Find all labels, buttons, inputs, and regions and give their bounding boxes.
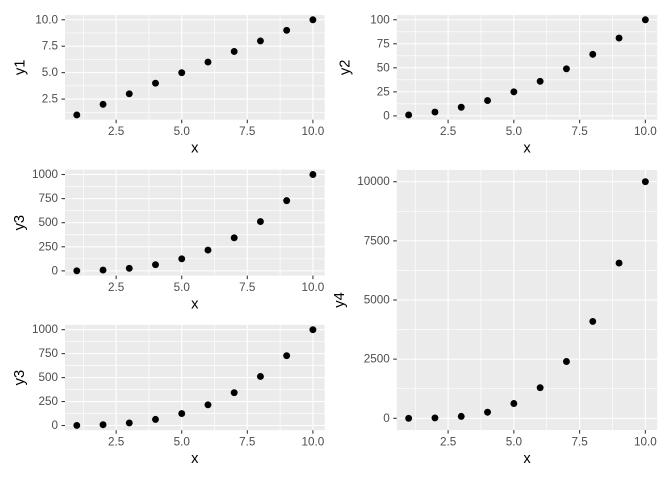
svg-text:2.5: 2.5 [440, 436, 457, 449]
svg-text:y1: y1 [12, 60, 28, 76]
svg-text:10.0: 10.0 [302, 436, 325, 449]
svg-text:0: 0 [51, 264, 58, 277]
svg-text:y2: y2 [338, 60, 354, 76]
svg-text:1000: 1000 [32, 323, 59, 336]
svg-text:7.5: 7.5 [571, 436, 588, 449]
svg-text:10.0: 10.0 [634, 436, 657, 449]
svg-text:750: 750 [38, 192, 58, 205]
svg-text:7.5: 7.5 [42, 40, 59, 53]
svg-text:25: 25 [377, 85, 391, 98]
svg-text:0: 0 [383, 412, 390, 425]
svg-text:10.0: 10.0 [302, 281, 325, 294]
svg-text:0: 0 [383, 109, 390, 122]
svg-text:7.5: 7.5 [239, 281, 256, 294]
svg-text:10.0: 10.0 [35, 13, 58, 26]
svg-text:2.5: 2.5 [108, 436, 125, 449]
svg-text:5.0: 5.0 [42, 66, 59, 79]
svg-text:5000: 5000 [364, 294, 391, 307]
svg-text:500: 500 [38, 371, 58, 384]
svg-text:x: x [523, 141, 531, 157]
svg-text:x: x [191, 297, 199, 313]
svg-text:7.5: 7.5 [239, 125, 256, 138]
svg-text:2.5: 2.5 [440, 125, 457, 138]
svg-text:5.0: 5.0 [174, 281, 191, 294]
svg-text:10.0: 10.0 [302, 125, 325, 138]
svg-text:75: 75 [377, 37, 391, 50]
svg-text:750: 750 [38, 347, 58, 360]
svg-text:10.0: 10.0 [634, 125, 657, 138]
svg-text:x: x [191, 141, 199, 157]
svg-text:2.5: 2.5 [108, 281, 125, 294]
svg-text:y3: y3 [12, 215, 28, 231]
svg-text:500: 500 [38, 216, 58, 229]
svg-text:5.0: 5.0 [506, 436, 523, 449]
svg-text:10000: 10000 [357, 175, 390, 188]
svg-text:7.5: 7.5 [239, 436, 256, 449]
svg-text:0: 0 [51, 419, 58, 432]
svg-text:250: 250 [38, 395, 58, 408]
svg-text:2500: 2500 [364, 353, 391, 366]
svg-text:5.0: 5.0 [174, 125, 191, 138]
svg-text:x: x [191, 451, 199, 467]
svg-text:50: 50 [377, 61, 391, 74]
svg-text:y3: y3 [12, 370, 28, 386]
svg-text:100: 100 [370, 13, 390, 26]
svg-text:250: 250 [38, 240, 58, 253]
svg-text:2.5: 2.5 [108, 125, 125, 138]
svg-text:5.0: 5.0 [506, 125, 523, 138]
svg-text:5.0: 5.0 [174, 436, 191, 449]
svg-text:2.5: 2.5 [42, 93, 59, 106]
svg-text:7.5: 7.5 [571, 125, 588, 138]
svg-text:7500: 7500 [364, 234, 391, 247]
svg-text:1000: 1000 [32, 168, 59, 181]
svg-text:y4: y4 [332, 292, 348, 308]
svg-text:x: x [523, 451, 531, 467]
